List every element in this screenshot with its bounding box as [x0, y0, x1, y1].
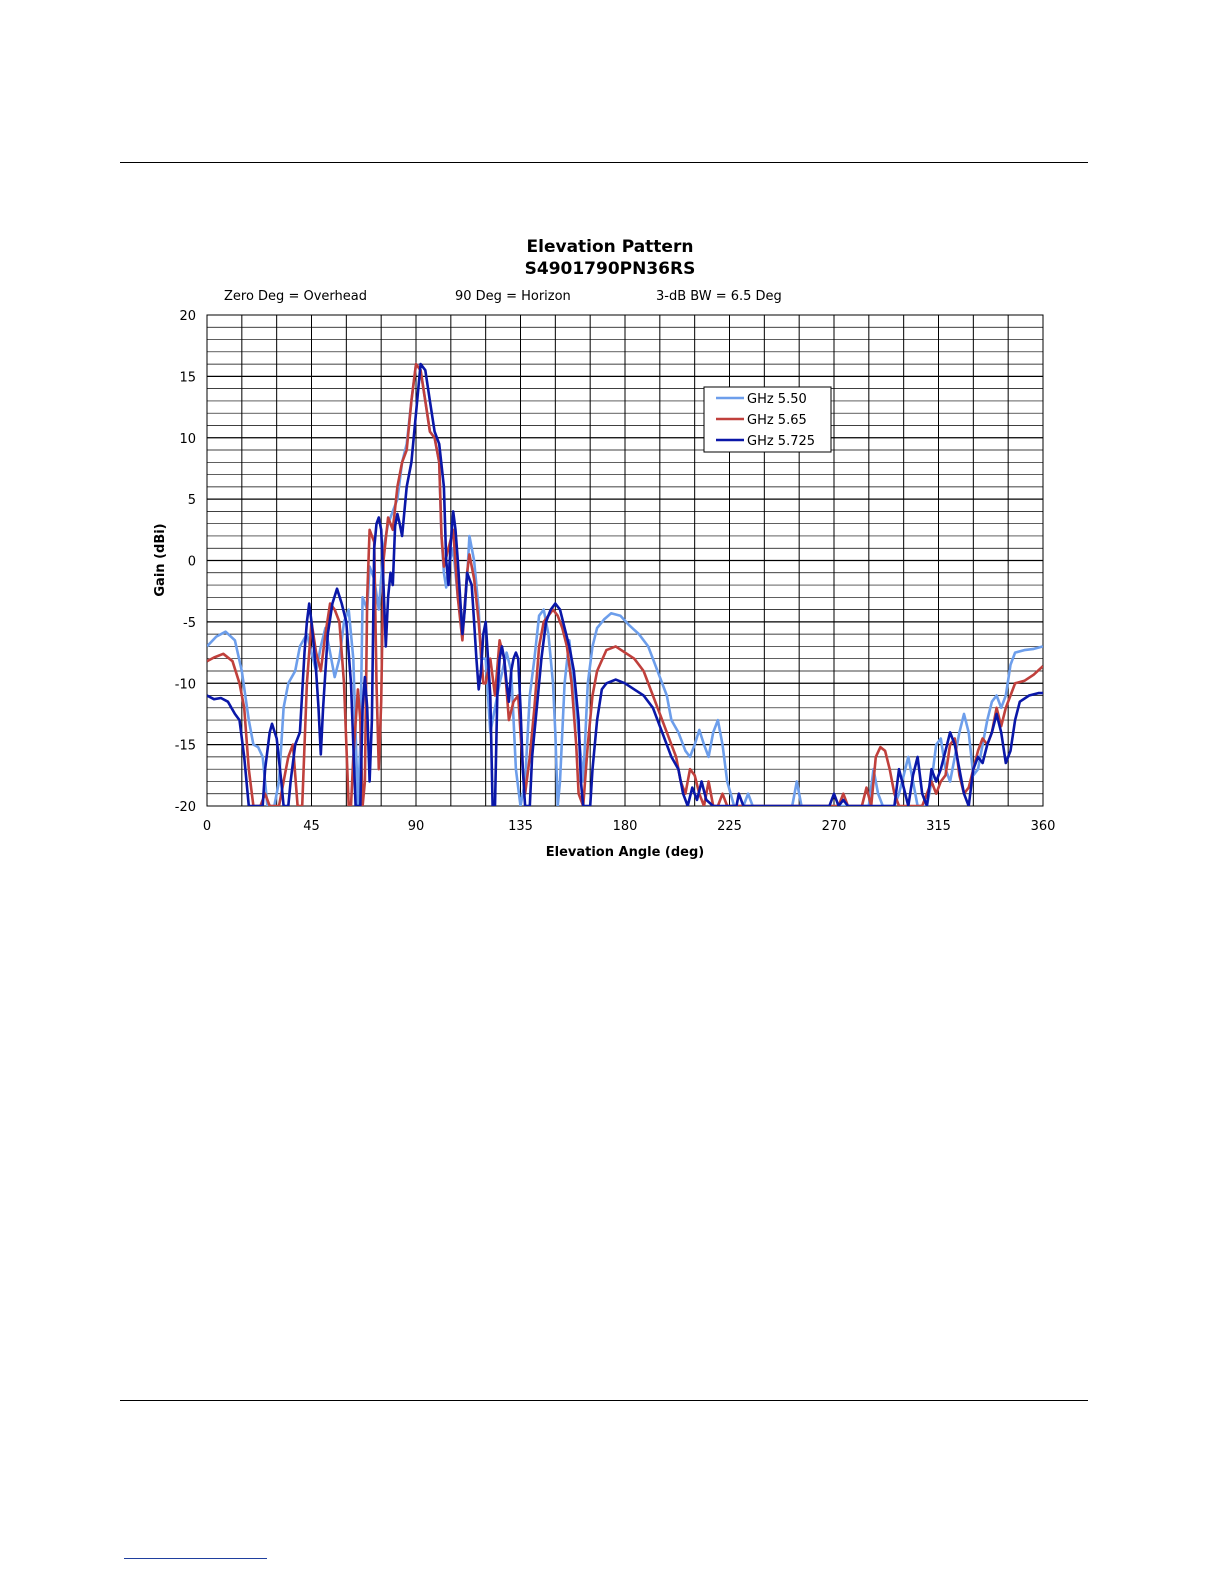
y-axis-label: Gain (dBi) [153, 523, 168, 596]
x-axis-label: Elevation Angle (deg) [546, 845, 705, 860]
x-tick-label: 90 [408, 819, 425, 834]
x-tick-label: 0 [203, 819, 211, 834]
x-tick-label: 270 [822, 819, 847, 834]
axis-ticks: 0 45 90 135 180 225 270 315 360 20 15 10 5 0 -5 -10 -15 -… [175, 309, 1056, 834]
series-line-2 [207, 362, 1043, 806]
chart-title: Elevation Pattern [527, 237, 694, 257]
annotation-beamwidth: 3-dB BW = 6.5 Deg [656, 289, 782, 304]
x-tick-label: 135 [508, 819, 533, 834]
plot-grid [206, 314, 1044, 807]
footnote-rule [124, 1558, 267, 1559]
x-tick-label: 315 [926, 819, 951, 834]
annotation-zero-deg: Zero Deg = Overhead [224, 289, 367, 304]
y-tick-label: -5 [183, 616, 196, 631]
y-tick-label: 10 [179, 432, 196, 447]
series-lines [207, 362, 1043, 806]
y-tick-label: 15 [179, 370, 196, 385]
bottom-rule [120, 1400, 1088, 1401]
x-tick-label: 360 [1031, 819, 1056, 834]
y-tick-label: 20 [179, 309, 196, 324]
annotation-horizon: 90 Deg = Horizon [455, 289, 571, 304]
top-rule [120, 162, 1088, 163]
y-tick-label: -15 [175, 739, 196, 754]
legend-label-5-725: GHz 5.725 [747, 434, 815, 449]
y-tick-label: 5 [188, 493, 196, 508]
x-tick-label: 225 [717, 819, 742, 834]
legend-label-5-65: GHz 5.65 [747, 413, 807, 428]
legend-label-5-50: GHz 5.50 [747, 392, 807, 407]
x-tick-label: 180 [613, 819, 638, 834]
x-tick-label: 45 [303, 819, 320, 834]
y-tick-label: -10 [175, 677, 196, 692]
legend: GHz 5.50 GHz 5.65 GHz 5.725 [703, 386, 832, 453]
chart-subtitle: S4901790PN36RS [525, 259, 696, 279]
y-tick-label: -20 [175, 800, 196, 815]
y-tick-label: 0 [188, 555, 196, 570]
